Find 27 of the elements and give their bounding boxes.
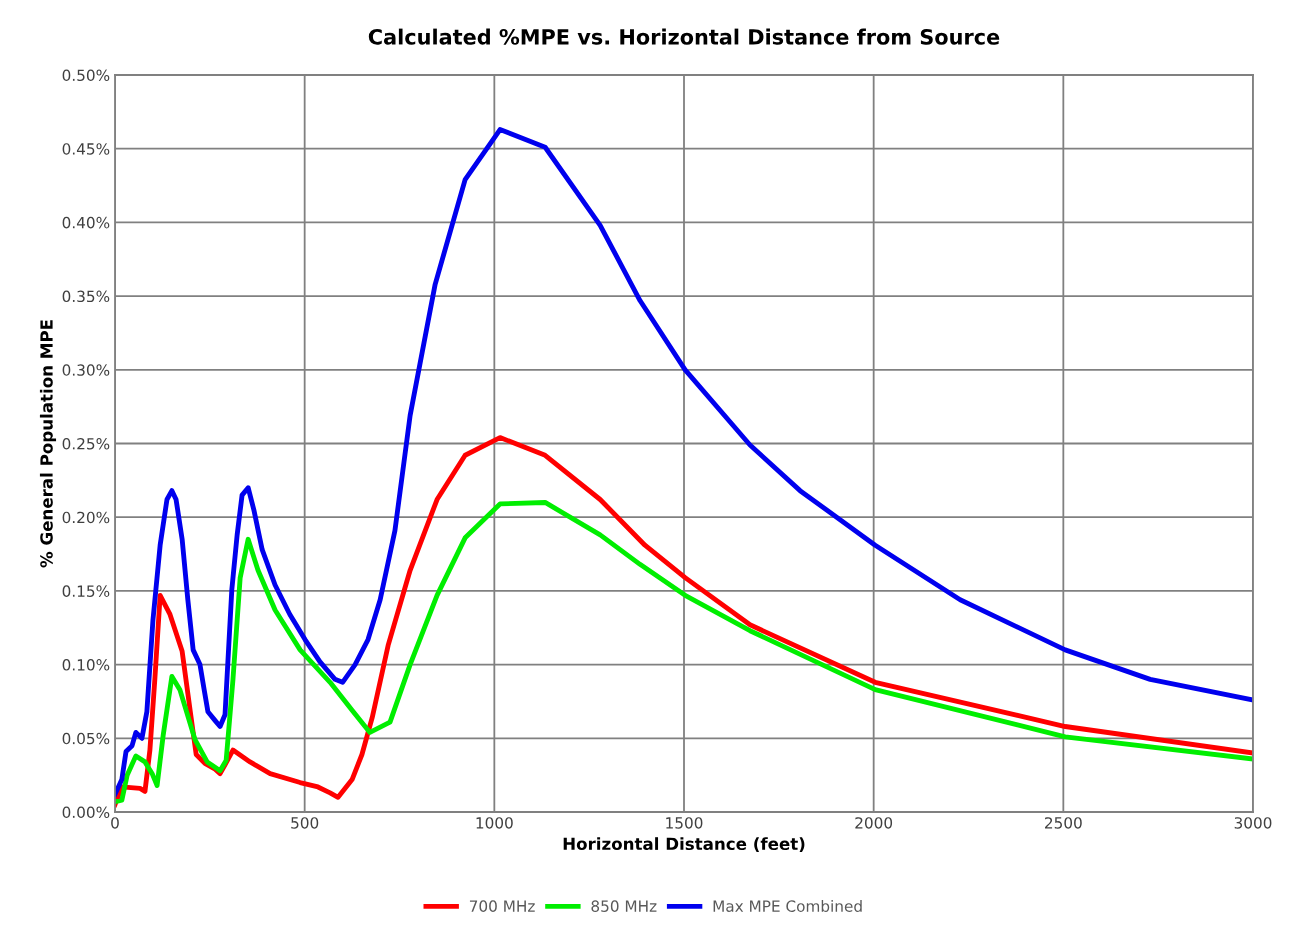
y-tick-label: 0.35% xyxy=(62,290,110,303)
y-axis-title: % General Population MPE xyxy=(39,320,57,568)
x-tick-label: 0 xyxy=(111,817,119,829)
y-tick-label: 0.10% xyxy=(62,659,110,671)
chart-title: Calculated %MPE vs. Horizontal Distance from Source xyxy=(368,28,1000,45)
legend-label: Max MPE Combined xyxy=(713,900,862,912)
y-tick-label: 0.00% xyxy=(62,806,110,819)
y-tick-label: 0.15% xyxy=(62,585,110,597)
y-tick-label: 0.20% xyxy=(62,511,110,524)
x-axis-title: Horizontal Distance (feet) xyxy=(563,837,805,853)
x-tick-label: 3000 xyxy=(1234,817,1272,829)
y-tick-label: 0.30% xyxy=(62,364,110,376)
line-series xyxy=(115,500,1253,805)
x-tick-label: 2500 xyxy=(1045,817,1082,829)
x-tick-label: 1000 xyxy=(476,817,513,829)
y-tick-label: 0.50% xyxy=(62,69,110,82)
x-tick-label: 2000 xyxy=(855,817,893,829)
x-tick-label: 1500 xyxy=(666,817,703,829)
y-tick-label: 0.40% xyxy=(62,216,110,229)
y-tick-label: 0.45% xyxy=(62,143,110,155)
legend-label: 850 MHz xyxy=(591,900,657,912)
y-tick-label: 0.05% xyxy=(62,732,110,745)
legend-label: 700 MHz xyxy=(469,900,535,912)
line-series xyxy=(115,435,1253,808)
x-tick-label: 500 xyxy=(291,817,319,829)
line-series xyxy=(115,127,1253,797)
y-tick-label: 0.25% xyxy=(62,437,110,450)
